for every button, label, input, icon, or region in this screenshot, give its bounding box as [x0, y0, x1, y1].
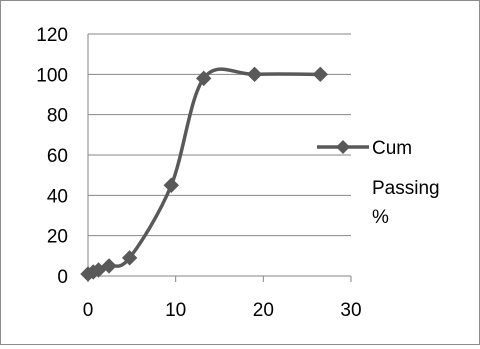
data-point-marker	[312, 66, 329, 83]
y-tick-labels: 0 20 40 60 80 100 120	[36, 25, 68, 288]
axes	[87, 34, 352, 282]
y-tick-label: 120	[36, 25, 68, 46]
y-tick-label: 0	[57, 267, 68, 288]
y-tick-label: 60	[47, 146, 68, 167]
legend-label-line-1: Cum	[372, 138, 412, 159]
x-tick-label: 30	[340, 300, 361, 321]
x-tick-label: 20	[253, 300, 274, 321]
y-tick-label: 80	[47, 106, 68, 127]
y-tick-label: 100	[36, 65, 68, 86]
x-tick-label: 0	[83, 300, 94, 321]
y-tick-label: 40	[47, 186, 68, 207]
x-tick-label: 10	[165, 300, 186, 321]
gridlines	[88, 33, 351, 237]
legend-diamond-marker	[336, 140, 350, 154]
legend: Cum Passing %	[317, 138, 440, 228]
series-line	[87, 67, 321, 276]
y-tick-label: 20	[47, 227, 68, 248]
data-point-marker	[246, 66, 263, 83]
data-point-marker	[101, 258, 117, 274]
data-point-marker	[121, 250, 138, 266]
chart-canvas: 0 20 40 60 80 100 120 0 10 20 30 Cum Passing %	[36, 25, 440, 321]
data-point-marker	[196, 70, 212, 87]
data-point-marker	[163, 177, 179, 193]
series-group	[80, 66, 329, 282]
legend-label-line-3: %	[372, 207, 389, 228]
x-tick-labels: 0 10 20 30	[83, 300, 362, 321]
legend-label-line-2: Passing	[372, 178, 440, 199]
